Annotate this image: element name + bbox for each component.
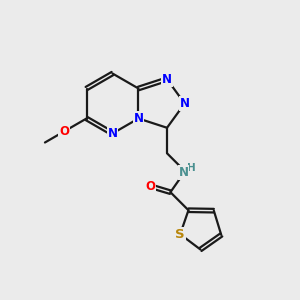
Text: S: S <box>176 228 185 241</box>
Text: O: O <box>59 125 69 138</box>
Text: N: N <box>162 73 172 86</box>
Text: O: O <box>145 180 155 193</box>
Text: N: N <box>107 127 118 140</box>
Text: H: H <box>187 163 196 173</box>
Text: N: N <box>134 112 143 125</box>
Text: N: N <box>180 97 190 110</box>
Text: N: N <box>178 166 188 179</box>
